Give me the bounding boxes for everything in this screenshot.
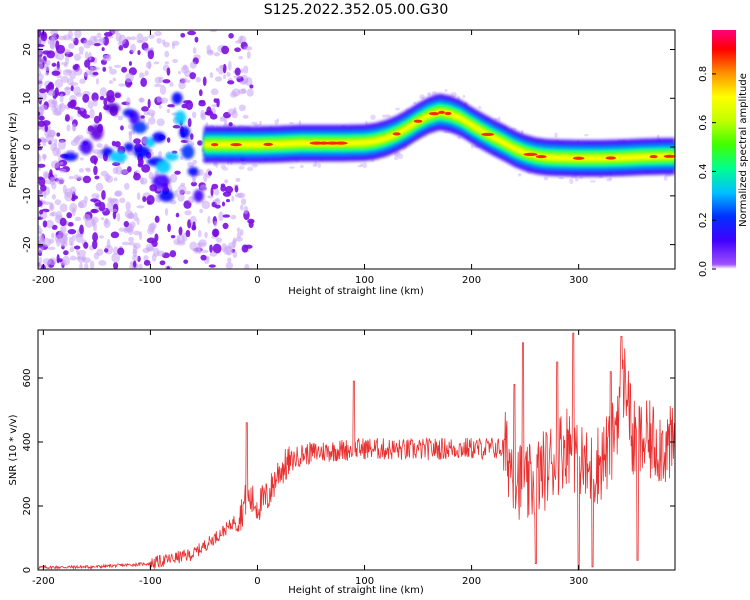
ridge-hotspot [230, 143, 242, 147]
colorbar-tick-label: 0.4 [698, 163, 709, 179]
snr-x-tick-label: -100 [139, 576, 162, 587]
spectrogram-turbulent-region [62, 92, 204, 203]
snr-series-line [38, 332, 675, 570]
ridge-hotspot [572, 156, 585, 160]
snr-x-tick-label: -200 [32, 576, 55, 587]
spectrogram-x-tick-label: 0 [254, 275, 260, 286]
snr-panel: -200 -100 0 100 200 300 0 200 400 600 Height of … [8, 329, 676, 596]
spectrogram-x-axis-label: Height of straight line (km) [288, 286, 424, 297]
ridge-hotspot [428, 112, 440, 116]
ridge-hotspot [413, 119, 423, 123]
ridge-hotspot [663, 154, 675, 158]
ridge-hotspot [334, 141, 348, 145]
snr-y-tick-label: 600 [22, 368, 33, 387]
ridge-layer-2 [203, 102, 675, 168]
spectrogram-y-tick-label: -10 [22, 188, 33, 204]
snr-x-tick-label: 100 [355, 576, 374, 587]
colorbar: 0.0 0.2 0.4 0.6 0.8 Normalized spectral ampl… [698, 30, 749, 277]
spectrogram-y-tick-label: 0 [22, 144, 33, 150]
colorbar-tick-label: 0.8 [698, 66, 709, 82]
spectrogram-x-tick-label: -100 [139, 275, 162, 286]
colorbar-label: Normalized spectral amplitude [738, 73, 749, 227]
spectrogram-x-tick-label: 100 [355, 275, 374, 286]
ridge-hotspot [318, 141, 329, 145]
spectrogram-y-axis-label: Frequency (Hz) [8, 112, 19, 188]
ridge-layer-4 [203, 109, 675, 162]
spectrogram-heatmap [38, 30, 675, 269]
spectrogram-y-tick-label: 10 [22, 92, 33, 105]
snr-y-tick-label: 0 [22, 567, 33, 573]
snr-x-tick-label: 300 [569, 576, 588, 587]
spectrogram-y-tick-label: -20 [22, 236, 33, 252]
snr-x-tick-label: 200 [462, 576, 481, 587]
colorbar-tick-label: 0.2 [698, 212, 709, 228]
spectrogram-y-tick-label: 20 [22, 43, 33, 56]
ridge-hotspot [535, 154, 547, 159]
spectrogram-x-tick-label: 300 [569, 275, 588, 286]
figure-title: S125.2022.352.05.00.G30 [264, 2, 449, 18]
ridge-hotspot [444, 111, 452, 116]
snr-y-ticks: 0 200 400 600 [22, 368, 675, 573]
spectrogram-x-ticks: -200 -100 0 100 200 300 [32, 30, 588, 286]
colorbar-tick-label: 0.0 [698, 261, 709, 277]
snr-y-tick-label: 200 [22, 496, 33, 515]
colorbar-gradient [712, 30, 736, 269]
snr-x-axis-label: Height of straight line (km) [288, 585, 424, 596]
snr-x-tick-label: 0 [254, 576, 260, 587]
spectrogram-x-tick-label: 200 [462, 275, 481, 286]
snr-x-ticks: -200 -100 0 100 200 300 [32, 330, 588, 587]
ridge-hotspot [392, 132, 401, 136]
spectrogram-y-ticks: -20 -10 0 10 20 [22, 43, 675, 253]
ridge-hotspot [605, 156, 616, 160]
ridge-hotspot [263, 142, 273, 146]
ridge-hotspot [210, 143, 219, 147]
ridge-hotspot [649, 154, 658, 159]
snr-y-axis-label: SNR (10 * v/v) [8, 414, 19, 485]
colorbar-ticks: 0.0 0.2 0.4 0.6 0.8 [698, 66, 716, 277]
spectrogram-x-tick-label: -200 [32, 275, 55, 286]
ridge-hotspot [481, 132, 494, 136]
snr-frame [37, 329, 676, 571]
spectrogram-frame [37, 29, 676, 270]
ridge-hotspot [438, 110, 445, 114]
snr-y-tick-label: 400 [22, 432, 33, 451]
ridge-hotspot [523, 152, 538, 156]
colorbar-tick-label: 0.6 [698, 115, 709, 131]
spectrogram-ridge-band [203, 93, 675, 177]
